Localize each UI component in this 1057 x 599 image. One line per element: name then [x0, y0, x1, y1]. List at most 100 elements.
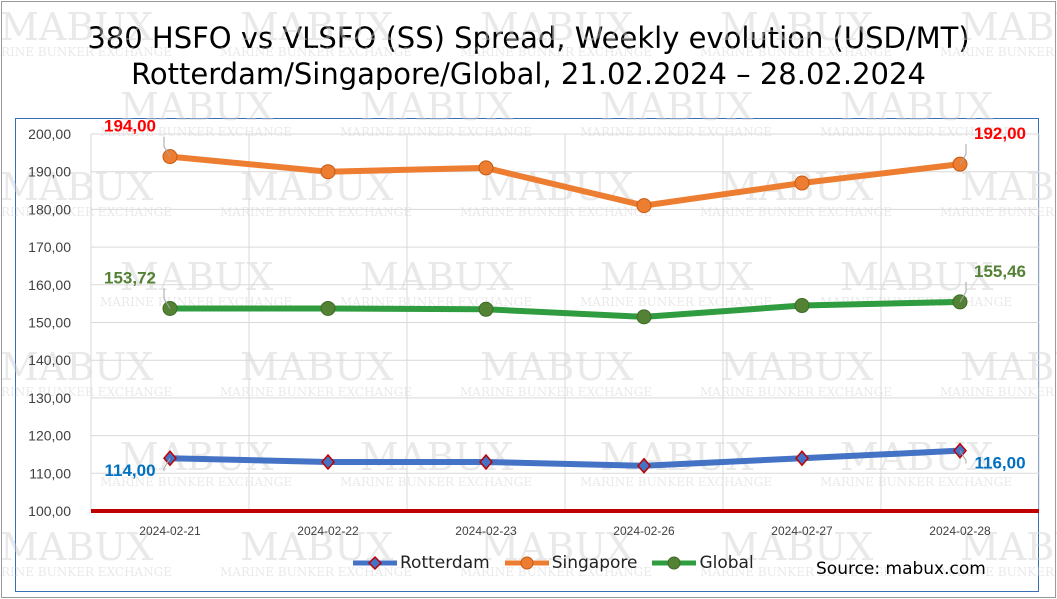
- watermark-tagline: MARINE BUNKER EXCHANGE: [220, 565, 412, 579]
- watermark-tagline: MARINE BUNKER EXCHANGE: [0, 205, 172, 219]
- point-singapore: [636, 198, 652, 214]
- y-tick-label: 180,00: [28, 201, 71, 217]
- watermark-tagline: MARINE BUNKER EXCHANGE: [340, 125, 532, 139]
- legend-label-singapore: Singapore: [551, 553, 638, 573]
- legend-item-singapore: Singapore: [504, 553, 638, 573]
- watermark-tagline: MARINE BUNKER EXCHANGE: [460, 45, 652, 59]
- watermark-brand: MABUX: [360, 255, 513, 299]
- watermark-brand: MABUX: [600, 255, 753, 299]
- point-global: [320, 300, 336, 316]
- watermark-brand: MABUX: [960, 5, 1057, 49]
- y-tick-label: 190,00: [28, 164, 71, 180]
- data-label-leader: [163, 288, 171, 309]
- watermark-tagline: MARINE BUNKER EXCHANGE: [580, 125, 772, 139]
- point-singapore: [320, 164, 336, 180]
- x-tick-label: 2024-02-22: [297, 524, 359, 538]
- watermark-brand: MABUX: [240, 345, 393, 389]
- point-rotterdam: [321, 453, 335, 471]
- point-global: [636, 309, 652, 325]
- watermark-tagline: MARINE BUNKER EXCHANGE: [940, 45, 1057, 59]
- data-label-leader: [959, 281, 967, 303]
- source-note: Source: mabux.com: [816, 559, 986, 579]
- watermark-tagline: MARINE BUNKER EXCHANGE: [0, 385, 172, 399]
- watermark-brand: MABUX: [120, 255, 273, 299]
- legend-label-rotterdam: Rotterdam: [400, 553, 490, 573]
- watermark-brand: MABUX: [960, 525, 1057, 569]
- watermark-brand: MABUX: [0, 5, 153, 49]
- legend-item-global: Global: [651, 553, 754, 573]
- y-tick-label: 150,00: [28, 315, 71, 331]
- y-tick-label: 100,00: [28, 503, 71, 519]
- legend-swatch-singapore: [504, 556, 549, 570]
- data-label-global: 155,46: [974, 262, 1026, 281]
- series-line-global: [167, 298, 963, 320]
- watermark-tagline: MARINE BUNKER EXCHANGE: [460, 565, 652, 579]
- point-rotterdam: [795, 450, 809, 467]
- y-tick-label: 200,00: [28, 126, 71, 142]
- data-label-leader: [163, 136, 171, 157]
- data-label-singapore: 192,00: [974, 124, 1026, 143]
- legend-swatch-global: [652, 556, 697, 570]
- series-line-singapore: [167, 153, 963, 209]
- data-label-singapore: 194,00: [104, 117, 156, 136]
- chart-title-line2: Rotterdam/Singapore/Global, 21.02.2024 –…: [131, 57, 926, 91]
- legend-item-rotterdam: Rotterdam: [352, 553, 490, 573]
- series-line-rotterdam: [167, 447, 963, 469]
- watermark-brand: MABUX: [360, 85, 513, 129]
- watermark-brand: MABUX: [0, 165, 153, 209]
- data-label-global: 153,72: [104, 268, 156, 287]
- watermark-tagline: MARINE BUNKER EXCHANGE: [460, 205, 652, 219]
- y-tick-label: 170,00: [28, 239, 71, 255]
- watermark-tagline: MARINE BUNKER EXCHANGE: [340, 475, 532, 489]
- watermark-brand: MABUX: [240, 5, 393, 49]
- chart-title: 380 HSFO vs VLSFO (SS) Spread, Weekly ev…: [0, 20, 1057, 92]
- watermark-brand: MABUX: [720, 525, 873, 569]
- watermark-tagline: MARINE BUNKER EXCHANGE: [100, 125, 292, 139]
- legend-label-global: Global: [699, 553, 754, 573]
- watermark-tagline: MARINE BUNKER EXCHANGE: [820, 125, 1012, 139]
- watermark-tagline: MARINE BUNKER EXCHANGE: [0, 45, 172, 59]
- watermark-tagline: MARINE BUNKER EXCHANGE: [700, 45, 892, 59]
- x-tick-label: 2024-02-23: [455, 524, 517, 538]
- y-tick-label: 130,00: [28, 390, 71, 406]
- watermark-tagline: MARINE BUNKER EXCHANGE: [580, 475, 772, 489]
- watermark-tagline: MARINE BUNKER EXCHANGE: [580, 295, 772, 309]
- x-tick-label: 2024-02-26: [613, 524, 675, 538]
- point-global: [478, 301, 494, 317]
- y-tick-label: 140,00: [28, 352, 71, 368]
- data-label-leader: [163, 457, 171, 472]
- data-label-leader: [959, 144, 967, 165]
- watermark-brand: MABUX: [600, 85, 753, 129]
- watermark-brand: MABUX: [120, 85, 273, 129]
- point-global: [794, 298, 810, 314]
- watermark-tagline: MARINE BUNKER EXCHANGE: [100, 475, 292, 489]
- x-tick-label: 2024-02-28: [929, 524, 991, 538]
- data-label-leader: [959, 450, 967, 464]
- watermark-brand: MABUX: [600, 435, 753, 479]
- watermark-brand: MABUX: [0, 525, 153, 569]
- watermark-tagline: MARINE BUNKER EXCHANGE: [940, 205, 1057, 219]
- watermark-tagline: MARINE BUNKER EXCHANGE: [700, 385, 892, 399]
- watermark-tagline: MARINE BUNKER EXCHANGE: [460, 385, 652, 399]
- watermark-brand: MABUX: [480, 5, 633, 49]
- watermark-brand: MABUX: [360, 435, 513, 479]
- point-singapore: [478, 160, 494, 176]
- watermark-brand: MABUX: [840, 85, 993, 129]
- chart-legend: Rotterdam Singapore Global: [352, 550, 768, 576]
- y-tick-label: 120,00: [28, 428, 71, 444]
- chart-title-line1: 380 HSFO vs VLSFO (SS) Spread, Weekly ev…: [87, 21, 970, 55]
- watermark-tagline: MARINE BUNKER EXCHANGE: [700, 205, 892, 219]
- watermark-brand: MABUX: [720, 345, 873, 389]
- y-tick-label: 110,00: [29, 465, 71, 481]
- watermark-brand: MABUX: [840, 255, 993, 299]
- y-tick-label: 160,00: [28, 277, 71, 293]
- x-tick-label: 2024-02-21: [139, 524, 201, 538]
- data-label-rotterdam: 114,00: [104, 461, 155, 480]
- watermark-tagline: MARINE BUNKER EXCHANGE: [220, 385, 412, 399]
- watermark-tagline: MARINE BUNKER EXCHANGE: [940, 565, 1057, 579]
- watermark-brand: MABUX: [720, 5, 873, 49]
- watermark-tagline: MARINE BUNKER EXCHANGE: [0, 565, 172, 579]
